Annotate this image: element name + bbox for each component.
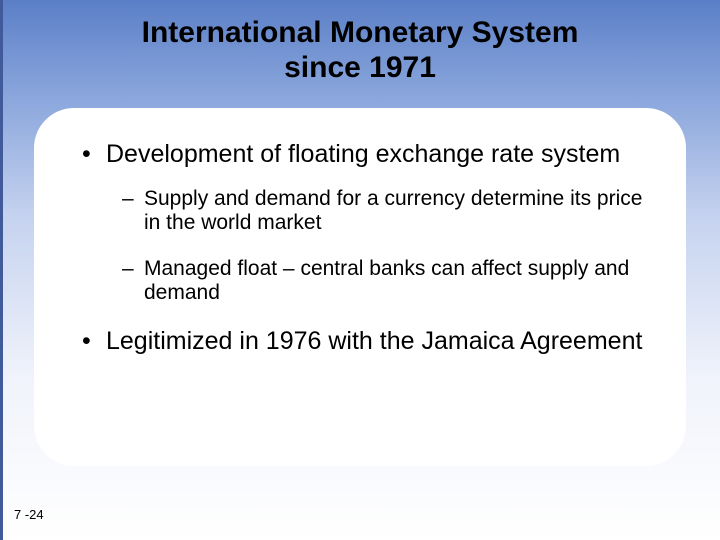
bullet-2: Legitimized in 1976 with the Jamaica Agr… — [64, 327, 656, 356]
page-number: 7 -24 — [14, 507, 44, 522]
title-line-1: International Monetary System — [142, 16, 579, 49]
content-box: Development of floating exchange rate sy… — [34, 108, 686, 466]
title-line-2: since 1971 — [284, 51, 436, 84]
bullet-1: Development of floating exchange rate sy… — [64, 140, 656, 169]
bullet-1-sub-2: Managed float – central banks can affect… — [64, 257, 656, 305]
bullet-1-sub-1: Supply and demand for a currency determi… — [64, 187, 656, 235]
slide: International Monetary System since 1971… — [0, 0, 720, 540]
slide-title: International Monetary System since 1971 — [0, 16, 720, 85]
